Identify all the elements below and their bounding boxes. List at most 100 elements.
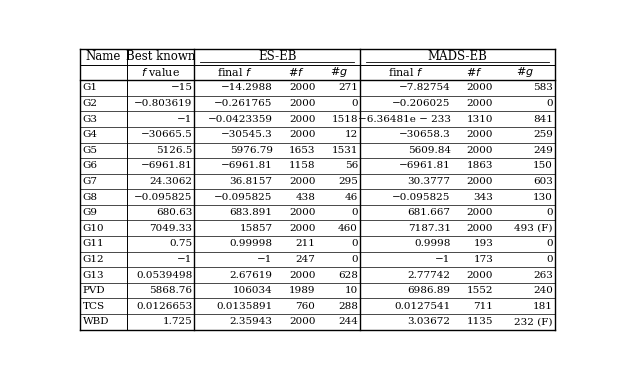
Text: Best known: Best known — [126, 50, 195, 63]
Text: −0.0423359: −0.0423359 — [208, 115, 273, 124]
Text: 0.0126653: 0.0126653 — [136, 302, 193, 311]
Text: 12: 12 — [345, 130, 358, 139]
Text: −6961.81: −6961.81 — [221, 161, 273, 170]
Text: 1531: 1531 — [331, 146, 358, 155]
Text: 760: 760 — [295, 302, 315, 311]
Text: 30.3777: 30.3777 — [408, 177, 451, 186]
Text: −0.803619: −0.803619 — [134, 99, 193, 108]
Text: 1518: 1518 — [331, 115, 358, 124]
Text: 1.725: 1.725 — [163, 317, 193, 326]
Text: 2000: 2000 — [289, 130, 315, 139]
Text: G6: G6 — [83, 161, 98, 170]
Text: 2000: 2000 — [289, 177, 315, 186]
Text: G2: G2 — [83, 99, 98, 108]
Text: G13: G13 — [83, 270, 104, 280]
Text: 2000: 2000 — [289, 208, 315, 217]
Text: 211: 211 — [295, 239, 315, 248]
Text: 263: 263 — [533, 270, 553, 280]
Text: 438: 438 — [295, 193, 315, 202]
Text: 2000: 2000 — [289, 270, 315, 280]
Text: 5126.5: 5126.5 — [156, 146, 193, 155]
Text: −7.82754: −7.82754 — [399, 83, 451, 92]
Text: 0: 0 — [546, 239, 553, 248]
Text: 106034: 106034 — [233, 286, 273, 295]
Text: 232 (F): 232 (F) — [514, 317, 553, 326]
Text: −1: −1 — [177, 115, 193, 124]
Text: 244: 244 — [338, 317, 358, 326]
Text: 711: 711 — [474, 302, 493, 311]
Text: 2000: 2000 — [467, 99, 493, 108]
Text: 0: 0 — [546, 208, 553, 217]
Text: −0.095825: −0.095825 — [214, 193, 273, 202]
Text: 680.63: 680.63 — [156, 208, 193, 217]
Text: #$f$: #$f$ — [288, 66, 305, 78]
Text: 5609.84: 5609.84 — [408, 146, 451, 155]
Text: 1653: 1653 — [289, 146, 315, 155]
Text: ES-EB: ES-EB — [258, 50, 297, 63]
Text: −30545.3: −30545.3 — [221, 130, 273, 139]
Text: G4: G4 — [83, 130, 98, 139]
Text: 2000: 2000 — [289, 99, 315, 108]
Text: −0.095825: −0.095825 — [134, 193, 193, 202]
Text: −0.095825: −0.095825 — [392, 193, 451, 202]
Text: 841: 841 — [533, 115, 553, 124]
Text: 10: 10 — [345, 286, 358, 295]
Text: 181: 181 — [533, 302, 553, 311]
Text: 0: 0 — [352, 239, 358, 248]
Text: 1158: 1158 — [289, 161, 315, 170]
Text: G11: G11 — [83, 239, 104, 248]
Text: 1863: 1863 — [467, 161, 493, 170]
Text: Name: Name — [85, 50, 121, 63]
Text: 2.67619: 2.67619 — [230, 270, 273, 280]
Text: 6986.89: 6986.89 — [408, 286, 451, 295]
Text: 583: 583 — [533, 83, 553, 92]
Text: 56: 56 — [345, 161, 358, 170]
Text: 288: 288 — [338, 302, 358, 311]
Text: 2000: 2000 — [289, 83, 315, 92]
Text: 0: 0 — [352, 99, 358, 108]
Text: −1: −1 — [177, 255, 193, 264]
Text: G8: G8 — [83, 193, 98, 202]
Text: −30658.3: −30658.3 — [399, 130, 451, 139]
Text: G12: G12 — [83, 255, 104, 264]
Text: $f$ value: $f$ value — [141, 66, 180, 78]
Text: #$g$: #$g$ — [329, 65, 347, 79]
Text: 0: 0 — [352, 208, 358, 217]
Text: G10: G10 — [83, 224, 104, 233]
Text: 2000: 2000 — [467, 208, 493, 217]
Text: −14.2988: −14.2988 — [221, 83, 273, 92]
Text: 2000: 2000 — [289, 115, 315, 124]
Text: 5976.79: 5976.79 — [230, 146, 273, 155]
Text: 247: 247 — [295, 255, 315, 264]
Text: 130: 130 — [533, 193, 553, 202]
Text: 150: 150 — [533, 161, 553, 170]
Text: 603: 603 — [533, 177, 553, 186]
Text: 249: 249 — [533, 146, 553, 155]
Text: 493 (F): 493 (F) — [514, 224, 553, 233]
Text: 2000: 2000 — [467, 177, 493, 186]
Text: 2000: 2000 — [467, 224, 493, 233]
Text: 460: 460 — [338, 224, 358, 233]
Text: 0.0539498: 0.0539498 — [136, 270, 193, 280]
Text: 193: 193 — [474, 239, 493, 248]
Text: 259: 259 — [533, 130, 553, 139]
Text: 15857: 15857 — [240, 224, 273, 233]
Text: 1135: 1135 — [467, 317, 493, 326]
Text: 24.3062: 24.3062 — [150, 177, 193, 186]
Text: 1989: 1989 — [289, 286, 315, 295]
Text: 2000: 2000 — [467, 270, 493, 280]
Text: 1310: 1310 — [467, 115, 493, 124]
Text: −0.261765: −0.261765 — [214, 99, 273, 108]
Text: 0.9998: 0.9998 — [414, 239, 451, 248]
Text: 0.0127541: 0.0127541 — [394, 302, 451, 311]
Text: 2.35943: 2.35943 — [230, 317, 273, 326]
Text: 173: 173 — [474, 255, 493, 264]
Text: 683.891: 683.891 — [230, 208, 273, 217]
Text: #$f$: #$f$ — [465, 66, 482, 78]
Text: 343: 343 — [474, 193, 493, 202]
Text: G5: G5 — [83, 146, 98, 155]
Text: WBD: WBD — [83, 317, 109, 326]
Text: 5868.76: 5868.76 — [150, 286, 193, 295]
Text: 0: 0 — [352, 255, 358, 264]
Text: 0: 0 — [546, 255, 553, 264]
